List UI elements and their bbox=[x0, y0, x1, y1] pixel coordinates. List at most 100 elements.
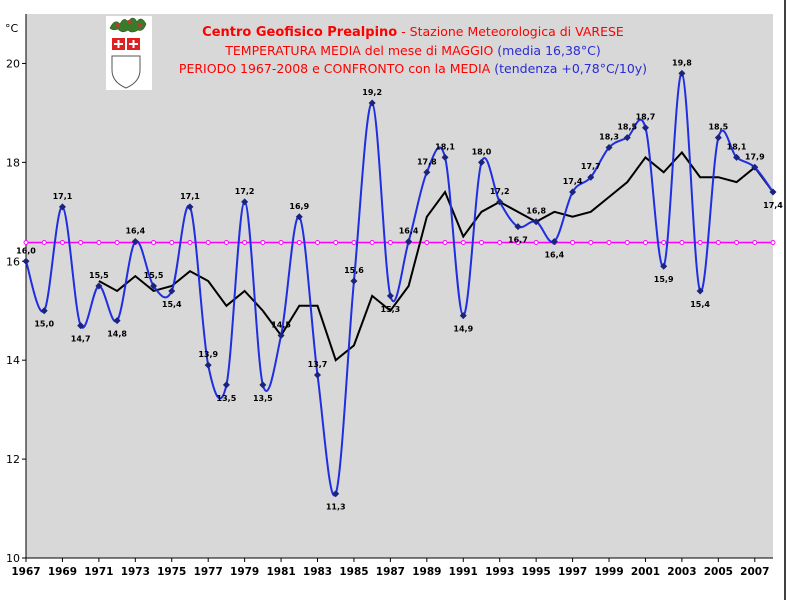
mean-marker bbox=[588, 239, 594, 245]
data-label: 15,5 bbox=[89, 271, 109, 280]
logo bbox=[106, 16, 152, 90]
data-label: 17,2 bbox=[235, 187, 255, 196]
data-point bbox=[587, 173, 595, 181]
mean-marker bbox=[260, 239, 266, 245]
mean-marker bbox=[23, 239, 29, 245]
data-label: 13,5 bbox=[253, 394, 273, 403]
data-point bbox=[714, 134, 722, 142]
data-point bbox=[77, 322, 85, 330]
data-label: 11,3 bbox=[326, 503, 346, 512]
data-point bbox=[222, 381, 230, 389]
mean-marker bbox=[242, 239, 248, 245]
y-tick-label: 20 bbox=[6, 57, 20, 70]
data-point bbox=[550, 237, 558, 245]
moving-average-group bbox=[98, 150, 774, 362]
x-tick-label: 1985 bbox=[339, 566, 368, 578]
data-point bbox=[459, 312, 467, 320]
data-point bbox=[514, 223, 522, 231]
data-point bbox=[22, 257, 30, 265]
mean-marker bbox=[515, 239, 521, 245]
data-label: 16,0 bbox=[16, 246, 36, 255]
x-tick-label: 1969 bbox=[48, 566, 77, 578]
data-point bbox=[532, 218, 540, 226]
x-tick-label: 2007 bbox=[740, 566, 769, 578]
data-labels-group: 16,0 15,0 17,1 14,7 15,5 14,8 16,4 15,5 15,4 17,1… bbox=[16, 58, 783, 511]
data-label: 18,7 bbox=[636, 113, 656, 122]
mean-marker bbox=[187, 239, 193, 245]
data-point bbox=[733, 153, 741, 161]
data-point bbox=[496, 198, 504, 206]
y-axis-unit: °C bbox=[5, 22, 19, 35]
mean-marker bbox=[770, 239, 776, 245]
data-label: 17,2 bbox=[490, 187, 510, 196]
mean-marker bbox=[223, 239, 229, 245]
title-line-3: PERIODO 1967-2008 e CONFRONTO con la MED… bbox=[179, 61, 647, 76]
data-label: 18,1 bbox=[435, 142, 455, 151]
data-label: 19,2 bbox=[362, 88, 382, 97]
data-label: 15,4 bbox=[162, 300, 182, 309]
temperature-series-group bbox=[22, 69, 777, 498]
data-label: 14,9 bbox=[453, 325, 473, 334]
x-tick-label: 1975 bbox=[157, 566, 186, 578]
data-label: 18,5 bbox=[617, 123, 637, 132]
data-point bbox=[204, 361, 212, 369]
data-label: 15,3 bbox=[381, 305, 401, 314]
data-label: 17,8 bbox=[417, 157, 437, 166]
data-point bbox=[623, 134, 631, 142]
data-label: 16,9 bbox=[289, 202, 309, 211]
data-label: 13,7 bbox=[308, 360, 328, 369]
x-tick-label: 1977 bbox=[194, 566, 223, 578]
x-tick-label: 1999 bbox=[594, 566, 623, 578]
data-label: 16,8 bbox=[526, 207, 546, 216]
mean-marker bbox=[642, 239, 648, 245]
mean-marker bbox=[442, 239, 448, 245]
data-point bbox=[314, 371, 322, 379]
data-label: 19,8 bbox=[672, 58, 692, 67]
title-line-2: TEMPERATURA MEDIA del mese di MAGGIO (me… bbox=[224, 43, 600, 58]
temperature-line bbox=[25, 72, 774, 497]
mean-marker bbox=[59, 239, 65, 245]
y-tick-label: 10 bbox=[6, 552, 20, 565]
data-point bbox=[131, 237, 139, 245]
data-point bbox=[423, 168, 431, 176]
mean-marker bbox=[333, 239, 339, 245]
data-label: 15,5 bbox=[144, 271, 164, 280]
mean-marker bbox=[151, 239, 157, 245]
data-label: 17,7 bbox=[581, 162, 601, 171]
data-label: 18,0 bbox=[472, 147, 492, 156]
x-ticks: 1967 1969 1971 1973 1975 1977 1979 1981 1983 1985… bbox=[11, 558, 769, 578]
mean-marker bbox=[278, 239, 284, 245]
x-tick-label: 2003 bbox=[667, 566, 696, 578]
data-label: 16,4 bbox=[544, 250, 564, 259]
mean-marker bbox=[624, 239, 630, 245]
data-label: 17,4 bbox=[763, 201, 783, 210]
mean-marker bbox=[96, 239, 102, 245]
data-label: 15,6 bbox=[344, 266, 364, 275]
mean-marker bbox=[679, 239, 685, 245]
data-point bbox=[113, 317, 121, 325]
data-point bbox=[368, 99, 376, 107]
mean-marker bbox=[533, 239, 539, 245]
coat-of-arms-icon bbox=[109, 17, 147, 89]
mean-line-group bbox=[23, 239, 776, 245]
x-tick-label: 1989 bbox=[412, 566, 441, 578]
y-ticks: 10 12 14 16 18 20 bbox=[6, 57, 26, 565]
moving-average-line bbox=[98, 150, 774, 362]
mean-marker bbox=[315, 239, 321, 245]
mean-marker bbox=[296, 239, 302, 245]
data-point bbox=[477, 158, 485, 166]
data-label: 16,4 bbox=[399, 226, 419, 235]
mean-marker bbox=[460, 239, 466, 245]
data-point bbox=[678, 69, 686, 77]
data-point bbox=[405, 237, 413, 245]
x-tick-label: 1987 bbox=[376, 566, 405, 578]
x-tick-label: 2001 bbox=[631, 566, 660, 578]
mean-marker bbox=[661, 239, 667, 245]
x-tick-label: 1981 bbox=[266, 566, 295, 578]
mean-marker bbox=[41, 239, 47, 245]
data-label: 15,9 bbox=[654, 275, 674, 284]
data-point bbox=[40, 307, 48, 315]
data-label: 18,5 bbox=[708, 123, 728, 132]
y-tick-label: 12 bbox=[6, 453, 20, 466]
